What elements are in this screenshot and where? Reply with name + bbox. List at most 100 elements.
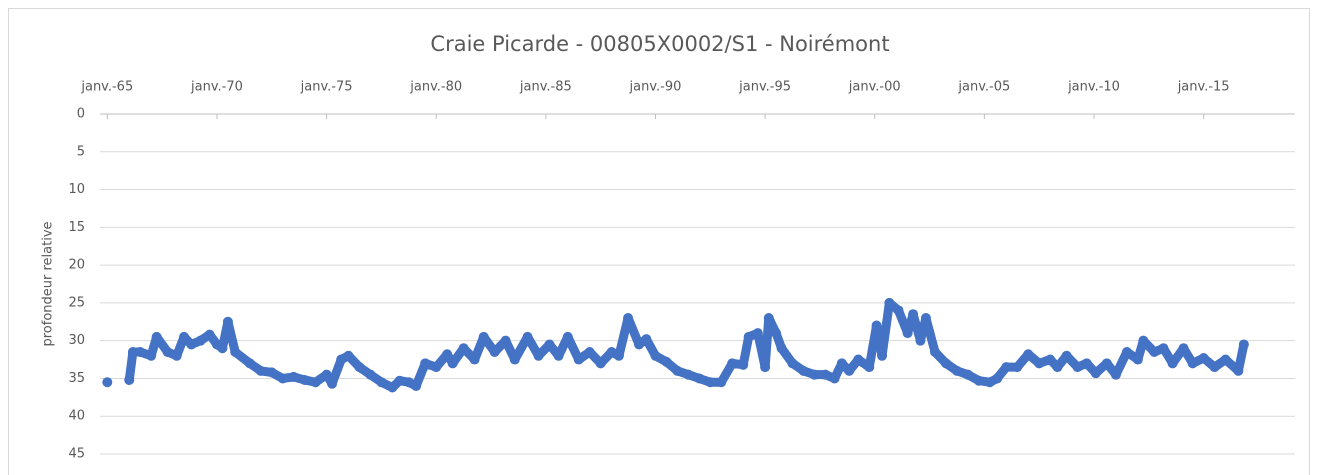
data-point [871,320,882,331]
y-tick-label: 5 [77,144,85,159]
data-point [162,347,173,357]
data-point [920,313,931,323]
y-tick-label: 40 [68,409,85,424]
data-point [820,369,831,380]
data-point [893,305,904,316]
data-point [884,297,895,308]
data-point [1061,350,1072,361]
data-point [763,313,774,323]
data-point [478,331,489,342]
data-point [343,350,354,361]
data-point [584,347,595,357]
data-point [288,371,299,382]
data-point [447,358,458,369]
data-point [1121,347,1132,357]
data-point [127,347,138,357]
data-point [930,347,941,357]
data-point [694,373,705,384]
x-tick-label: janv.-00 [848,80,901,95]
data-point [613,350,624,361]
data-point [376,377,387,388]
data-point [941,358,952,369]
x-tick-label: janv.-05 [957,80,1010,95]
data-point [951,365,962,376]
data-point [809,369,820,380]
x-tick-label: janv.-85 [519,80,572,95]
data-point [738,359,749,370]
data-point [992,373,1003,384]
data-point [1132,354,1143,365]
data-point [1072,362,1083,373]
data-point [760,362,771,373]
data-point [776,343,787,354]
y-tick-label: 30 [68,333,85,348]
data-point [442,349,453,360]
x-tick-label: janv.-95 [738,80,791,95]
data-point [179,331,190,342]
data-point [500,335,511,346]
data-point [1001,362,1012,373]
data-point [1167,358,1178,369]
data-point [411,381,422,391]
data-point [255,365,266,376]
data-point [394,375,405,386]
data-point [973,375,984,386]
data-point [195,335,206,346]
data-point [562,331,573,342]
data-point [716,377,727,388]
data-point [1149,347,1160,357]
data-point [1023,349,1034,360]
y-tick-label: 35 [68,371,85,386]
data-point [915,335,926,346]
data-point [1081,358,1092,369]
x-tick-label: janv.-90 [629,80,682,95]
y-tick-label: 25 [68,295,85,310]
y-tick-label: 0 [77,107,85,122]
data-point [420,358,431,369]
x-tick-label: janv.-75 [300,80,353,95]
data-point [244,358,255,369]
data-point [458,343,469,354]
data-point [836,358,847,369]
data-point [743,331,754,342]
data-point [135,347,146,357]
data-point [853,354,864,365]
data-point [650,350,661,361]
data-point [771,328,782,339]
data-point [844,365,855,376]
data-point [752,328,763,339]
data-point [544,339,555,350]
data-point [705,377,716,388]
x-tick-label: janv.-70 [190,80,243,95]
data-point [1045,354,1056,365]
data-point [102,377,113,388]
data-point [321,369,332,380]
data-point [902,328,913,339]
y-tick-label: 10 [68,182,85,197]
data-point [553,350,564,361]
data-point [672,365,683,376]
data-point [798,365,809,376]
data-point [1198,353,1209,364]
data-point [533,350,544,361]
data-point [877,350,888,361]
data-point [299,374,310,385]
data-point [683,369,694,380]
data-point [387,382,398,393]
data-point [623,313,634,323]
data-point [266,367,277,378]
chart-frame [8,8,1310,475]
chart-title: Craie Picarde - 00805X0002/S1 - Noirémon… [430,32,889,56]
data-point [124,374,135,385]
data-point [151,331,162,342]
data-point [1110,369,1121,380]
data-point [1187,358,1198,369]
data-point [522,331,533,342]
y-tick-label: 15 [68,220,85,235]
data-point [1090,368,1101,379]
data-point [573,354,584,365]
data-point [908,309,919,320]
y-tick-label: 20 [68,258,85,273]
data-point [204,329,215,340]
data-point [864,362,875,373]
